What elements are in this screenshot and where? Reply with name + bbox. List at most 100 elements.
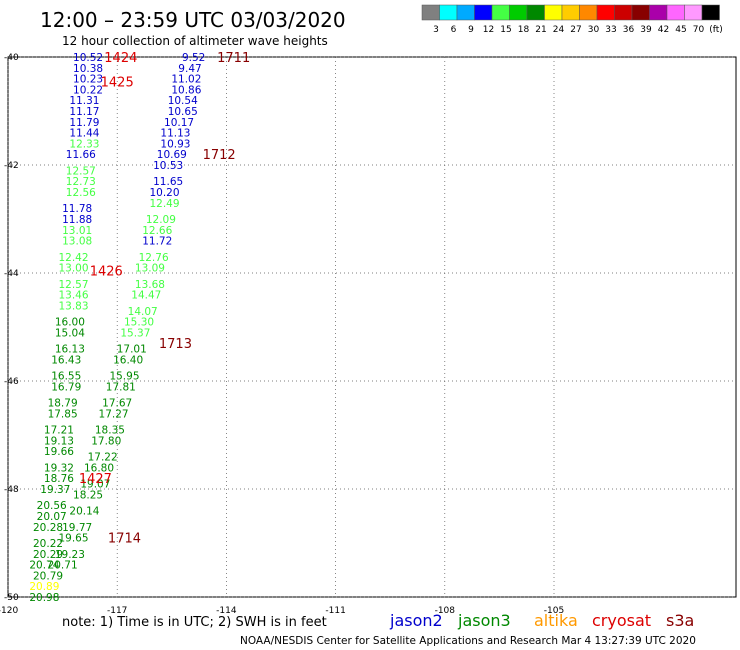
color-swatch [561, 4, 580, 21]
color-scale-label: 42 [658, 25, 669, 35]
wave-height-label: 12.57 [58, 279, 88, 291]
y-tick-label: -42 [4, 161, 19, 171]
color-swatch [474, 4, 493, 21]
color-swatch [456, 4, 475, 21]
color-scale-label: 18 [518, 25, 530, 35]
wave-height-label: 17.27 [99, 408, 129, 420]
wave-height-label: 20.07 [37, 511, 67, 523]
color-swatch [421, 4, 440, 21]
wave-height-label: 20.71 [48, 560, 78, 572]
wave-height-label: 10.93 [160, 138, 190, 150]
color-scale-label: 39 [640, 25, 652, 35]
wave-height-label: 16.00 [55, 317, 85, 329]
x-tick-label: -111 [325, 606, 345, 616]
wave-height-label: 9.52 [182, 52, 205, 64]
wave-height-label: 17.67 [102, 398, 132, 410]
pass-time-label: 1426 [90, 264, 123, 279]
wave-height-label: 11.66 [66, 149, 96, 161]
wave-height-label: 13.83 [58, 300, 88, 312]
wave-height-label: 18.35 [95, 425, 125, 437]
color-scale-label: 24 [553, 25, 565, 35]
color-swatch [439, 4, 458, 21]
wave-height-label: 12.76 [139, 252, 169, 264]
wave-height-label: 20.14 [69, 506, 99, 518]
wave-height-label: 15.04 [55, 327, 85, 339]
wave-height-label: 13.68 [135, 279, 165, 291]
wave-height-label: 10.22 [73, 84, 103, 96]
wave-height-label: 11.31 [69, 95, 99, 107]
wave-height-label: 13.09 [135, 263, 165, 275]
color-swatch [491, 4, 510, 21]
wave-height-label: 17.22 [88, 452, 118, 464]
y-tick-label: -40 [4, 53, 19, 63]
chart-title: 12:00 – 23:59 UTC 03/03/2020 [40, 8, 346, 32]
wave-height-label: 15.95 [109, 371, 139, 383]
wave-height-label: 10.53 [153, 160, 183, 172]
wave-height-label: 19.66 [44, 446, 74, 458]
y-tick-label: -46 [4, 377, 19, 387]
color-scale-label: 33 [605, 25, 616, 35]
color-scale-legend: 3 6 9 12 15 18 21 24 27 30 33 36 39 42 45 70 (ft) [421, 4, 723, 35]
pass-time-label: 1427 [79, 472, 112, 487]
wave-height-label: 12.73 [66, 176, 96, 188]
color-swatch [701, 4, 720, 21]
color-scale-label: 6 [451, 25, 457, 35]
footer-note: note: 1) Time is in UTC; 2) SWH is in fe… [62, 615, 327, 630]
wave-height-label: 11.79 [69, 117, 99, 129]
color-swatch [649, 4, 668, 21]
x-tick-label: -108 [435, 606, 456, 616]
wave-height-label: 10.86 [171, 84, 201, 96]
color-swatch [544, 4, 563, 21]
footer-credit: NOAA/NESDIS Center for Satellite Applica… [240, 635, 696, 647]
x-tick-label: -120 [0, 606, 18, 616]
color-scale-label: (ft) [709, 25, 723, 35]
wave-height-label: 17.01 [117, 344, 147, 356]
wave-height-label: 13.00 [58, 263, 88, 275]
color-scale-label: 45 [675, 25, 686, 35]
wave-height-label: 13.01 [62, 225, 92, 237]
color-scale-label: 3 [433, 25, 439, 35]
wave-height-label: 19.65 [58, 533, 88, 545]
color-scale-label: 36 [623, 25, 635, 35]
pass-time-label: 1713 [159, 337, 192, 352]
wave-height-label: 11.65 [153, 176, 183, 188]
color-swatch [579, 4, 598, 21]
x-tick-label: -114 [216, 606, 237, 616]
wave-height-label: 10.38 [73, 63, 103, 75]
wave-height-label: 12.42 [58, 252, 88, 264]
color-scale-label: 21 [535, 25, 546, 35]
color-swatch [596, 4, 615, 21]
wave-height-label: 18.25 [73, 489, 103, 501]
color-swatch [509, 4, 528, 21]
axis-ticks: -120 -117 -114 -111 -108 -105 -40 -42 -44 -46 -48 -… [0, 53, 564, 616]
satellite-name: jason3 [457, 611, 511, 630]
wave-height-label: 11.72 [142, 236, 172, 248]
x-tick-label: -117 [107, 606, 127, 616]
pass-time-label: 1714 [108, 532, 141, 547]
wave-height-label: 16.40 [113, 354, 143, 366]
wave-height-label: 19.32 [44, 462, 74, 474]
wave-height-label: 10.52 [73, 52, 103, 64]
wave-height-label: 15.37 [120, 327, 150, 339]
wave-height-label: 10.23 [73, 74, 103, 86]
wave-height-label: 10.54 [168, 95, 198, 107]
wave-height-label: 18.79 [48, 398, 78, 410]
wave-height-label: 12.33 [69, 138, 99, 150]
wave-height-label: 19.23 [55, 549, 85, 561]
wave-height-label: 11.78 [62, 203, 92, 215]
wave-height-label: 20.28 [33, 522, 63, 534]
wave-height-label: 17.21 [44, 425, 74, 437]
grid [7, 56, 736, 598]
pass-time-labels: 1424 1425 1426 1427 1711 1712 1713 1714 [79, 51, 250, 547]
wave-height-label: 20.74 [29, 560, 59, 572]
wave-height-label: 11.88 [62, 214, 92, 226]
wave-height-label: 10.17 [164, 117, 194, 129]
satellite-name: s3a [666, 611, 694, 630]
color-scale-label: 30 [588, 25, 600, 35]
wave-height-label: 17.81 [106, 381, 136, 393]
wave-height-label: 19.77 [62, 522, 92, 534]
color-scale-label: 15 [500, 25, 511, 35]
wave-height-label: 20.98 [29, 592, 59, 604]
wave-height-label: 19.37 [40, 484, 70, 496]
